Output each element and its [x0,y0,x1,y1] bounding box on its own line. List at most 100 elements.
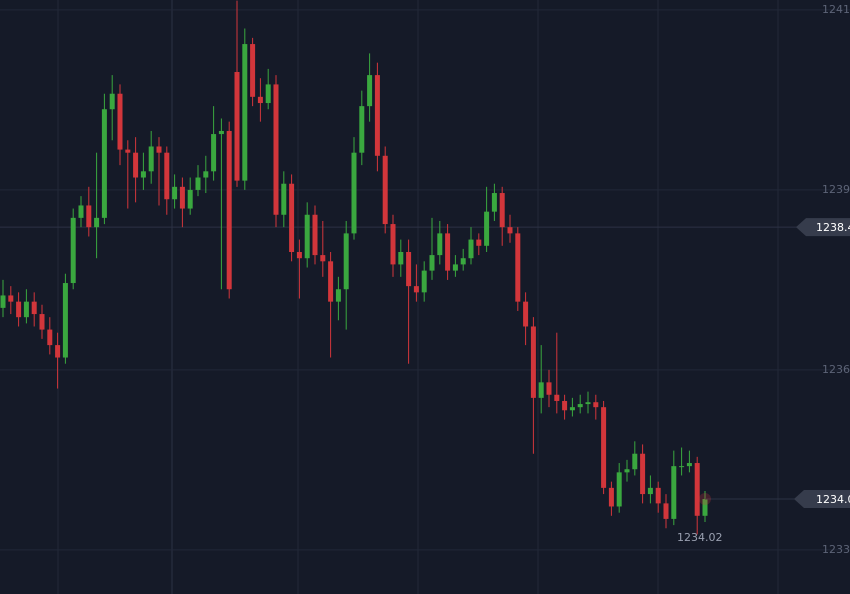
candle-body [367,75,373,107]
candle-body [39,314,45,330]
candle-body [452,264,458,271]
candle-body [86,205,92,228]
candle-body [125,149,131,153]
candle-body [515,233,521,302]
candle-body [312,214,318,256]
candle-body [624,469,630,473]
y-tick-label: 1233.2 [822,543,850,556]
candle-body [640,453,646,495]
candle-body [140,171,146,178]
candle-body [562,400,568,411]
candle-body [647,487,653,495]
candle-body [429,255,435,271]
crosshair-price-tag [796,218,850,237]
candle-body [304,214,310,259]
last-price-glow [699,493,711,506]
candle-body [117,93,123,150]
candle-body [257,96,263,104]
y-tick-label: 1241.9 [822,3,850,16]
candle-body [577,404,583,408]
candle-body [390,224,396,265]
candle-body [343,233,349,290]
candle-body [530,326,536,398]
candle-body [593,402,599,408]
candle-body [437,233,443,256]
candle-body [250,44,256,97]
candle-body [671,466,677,519]
candle-body [406,252,412,287]
candle-body [468,239,474,259]
candle-body [23,301,29,318]
candle-body [47,329,53,346]
candle-body [218,130,224,135]
candle-body [195,177,201,190]
candle-body [234,72,240,181]
candle-body [499,193,505,228]
candle-body [382,155,388,225]
candle-body [491,193,497,212]
candle-body [211,134,217,172]
y-tick-label: 1236.1 [822,363,850,376]
y-tick-label: 1239 [822,183,850,196]
candle-body [359,106,365,153]
candle-body [242,44,248,181]
candle-body [569,407,575,411]
candle-body [31,301,37,315]
candle-body [281,183,287,215]
candle-body [273,84,279,215]
candle-body [8,295,14,302]
candle-body [632,453,638,470]
candle-body [608,487,614,507]
candle-body [203,171,209,178]
candle-body [694,463,700,516]
vertical-grid [57,0,779,594]
candle-body [187,189,193,209]
candle-body [686,463,692,467]
candle-body [398,252,404,265]
crosshair-price-label: 1238.4 [816,221,850,234]
candle-body [523,301,529,327]
candle-body [460,258,466,265]
candle-body [351,152,357,234]
candle-body [655,487,661,504]
candle-body [702,499,708,516]
candle-body [226,130,232,290]
last-price-annotation: 1234.02 [677,531,723,544]
candle-body [289,183,295,252]
candle-body [172,186,178,200]
candle-body [265,84,271,104]
candle-body [296,252,302,259]
candle-body [70,217,76,284]
candle-body [55,345,61,358]
candle-body [445,233,451,271]
candle-body [0,295,6,308]
candle-body [538,382,544,398]
candle-body [148,146,154,172]
candle-body [413,286,419,293]
candle-body [554,394,560,401]
candle-body [616,472,622,507]
candle-body [335,289,341,302]
candle-body [679,466,685,468]
candle-body [585,402,591,405]
candle-body [101,109,107,218]
candle-body [507,227,513,234]
last-price-tag-label: 1234.02 [816,493,850,506]
candle-body [328,261,334,302]
candle-body [94,217,100,228]
candle-body [179,186,185,209]
candle-body [601,407,607,488]
last-price-tag [794,490,850,509]
candle-body [484,211,490,246]
candle-body [16,301,22,318]
candle-body [546,382,552,395]
candle-body [78,205,84,218]
candle-body [476,239,482,246]
candle-body [663,503,669,519]
candle-body [109,93,115,110]
candle-body [320,255,326,262]
candle-body [156,146,162,153]
candle-body [62,283,68,358]
